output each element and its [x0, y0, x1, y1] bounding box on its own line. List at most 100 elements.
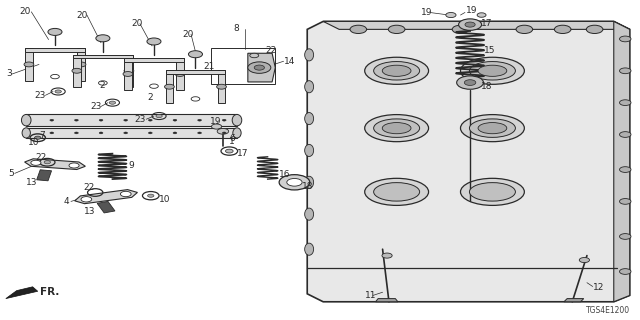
Circle shape: [465, 22, 475, 27]
Ellipse shape: [374, 183, 420, 201]
Circle shape: [74, 132, 78, 134]
Text: FR.: FR.: [40, 287, 60, 297]
Circle shape: [55, 90, 61, 93]
Text: 20: 20: [132, 19, 143, 28]
Circle shape: [35, 136, 41, 139]
Polygon shape: [25, 48, 85, 52]
Ellipse shape: [382, 65, 411, 76]
Circle shape: [222, 132, 226, 134]
Polygon shape: [323, 21, 630, 29]
Circle shape: [124, 132, 127, 134]
Text: 14: 14: [284, 57, 295, 66]
Circle shape: [44, 161, 51, 164]
Circle shape: [225, 149, 233, 153]
Ellipse shape: [305, 243, 314, 255]
Text: 1: 1: [229, 137, 235, 146]
Circle shape: [147, 38, 161, 45]
Text: 23: 23: [135, 115, 146, 124]
Circle shape: [148, 119, 152, 121]
Ellipse shape: [382, 123, 411, 134]
Polygon shape: [36, 170, 52, 181]
Text: 17: 17: [481, 20, 492, 28]
Polygon shape: [73, 54, 132, 58]
Polygon shape: [124, 58, 132, 90]
Polygon shape: [248, 53, 275, 82]
Polygon shape: [125, 54, 132, 87]
Polygon shape: [6, 287, 38, 299]
Circle shape: [198, 132, 202, 134]
Polygon shape: [77, 48, 85, 81]
Circle shape: [217, 128, 228, 134]
Circle shape: [148, 194, 154, 197]
Circle shape: [516, 25, 532, 34]
Polygon shape: [218, 70, 225, 103]
Circle shape: [109, 101, 116, 104]
Circle shape: [222, 119, 226, 121]
Text: 10: 10: [28, 138, 39, 147]
Circle shape: [198, 119, 202, 121]
Polygon shape: [124, 58, 184, 61]
Ellipse shape: [365, 115, 429, 142]
Text: 18: 18: [481, 82, 492, 91]
Circle shape: [48, 28, 62, 36]
Circle shape: [96, 35, 110, 42]
Circle shape: [446, 12, 456, 18]
Text: 4: 4: [63, 197, 69, 206]
Circle shape: [164, 84, 174, 89]
Circle shape: [69, 163, 79, 168]
Polygon shape: [25, 48, 33, 81]
Polygon shape: [26, 128, 237, 138]
Circle shape: [620, 269, 631, 274]
Circle shape: [72, 68, 82, 73]
Text: 11: 11: [365, 291, 376, 300]
Polygon shape: [376, 299, 398, 302]
Text: 19: 19: [210, 116, 221, 126]
Circle shape: [173, 132, 177, 134]
Ellipse shape: [461, 178, 524, 205]
Ellipse shape: [305, 81, 314, 93]
Text: 15: 15: [484, 45, 495, 55]
Circle shape: [388, 25, 405, 34]
Polygon shape: [176, 58, 184, 90]
Polygon shape: [24, 159, 85, 170]
Circle shape: [620, 234, 631, 239]
Text: 13: 13: [84, 207, 95, 216]
Circle shape: [620, 167, 631, 172]
Ellipse shape: [305, 176, 314, 188]
Circle shape: [620, 36, 631, 42]
Text: 20: 20: [182, 30, 194, 39]
Circle shape: [51, 75, 60, 79]
Circle shape: [156, 115, 163, 118]
Circle shape: [250, 53, 259, 58]
Circle shape: [148, 132, 152, 134]
Circle shape: [554, 25, 571, 34]
Circle shape: [465, 80, 476, 85]
Circle shape: [579, 258, 589, 263]
Circle shape: [254, 65, 264, 70]
Text: 12: 12: [593, 283, 605, 292]
Polygon shape: [26, 115, 237, 126]
Ellipse shape: [305, 113, 314, 124]
Circle shape: [81, 196, 92, 202]
Circle shape: [50, 119, 54, 121]
Polygon shape: [307, 21, 630, 302]
Text: 13: 13: [26, 178, 38, 187]
Text: 20: 20: [20, 7, 31, 16]
Circle shape: [50, 132, 54, 134]
Text: 20: 20: [76, 11, 88, 20]
Text: 10: 10: [159, 195, 171, 204]
Circle shape: [620, 100, 631, 106]
Ellipse shape: [22, 115, 31, 126]
Text: 19: 19: [421, 8, 433, 17]
Circle shape: [217, 84, 227, 89]
Text: 22: 22: [266, 46, 277, 55]
Circle shape: [620, 68, 631, 74]
Circle shape: [123, 72, 132, 76]
Ellipse shape: [305, 144, 314, 156]
Ellipse shape: [469, 183, 515, 201]
Ellipse shape: [365, 178, 429, 205]
Ellipse shape: [374, 119, 420, 137]
Text: TGS4E1200: TGS4E1200: [586, 306, 630, 315]
Circle shape: [457, 76, 483, 89]
Text: 8: 8: [234, 24, 239, 33]
